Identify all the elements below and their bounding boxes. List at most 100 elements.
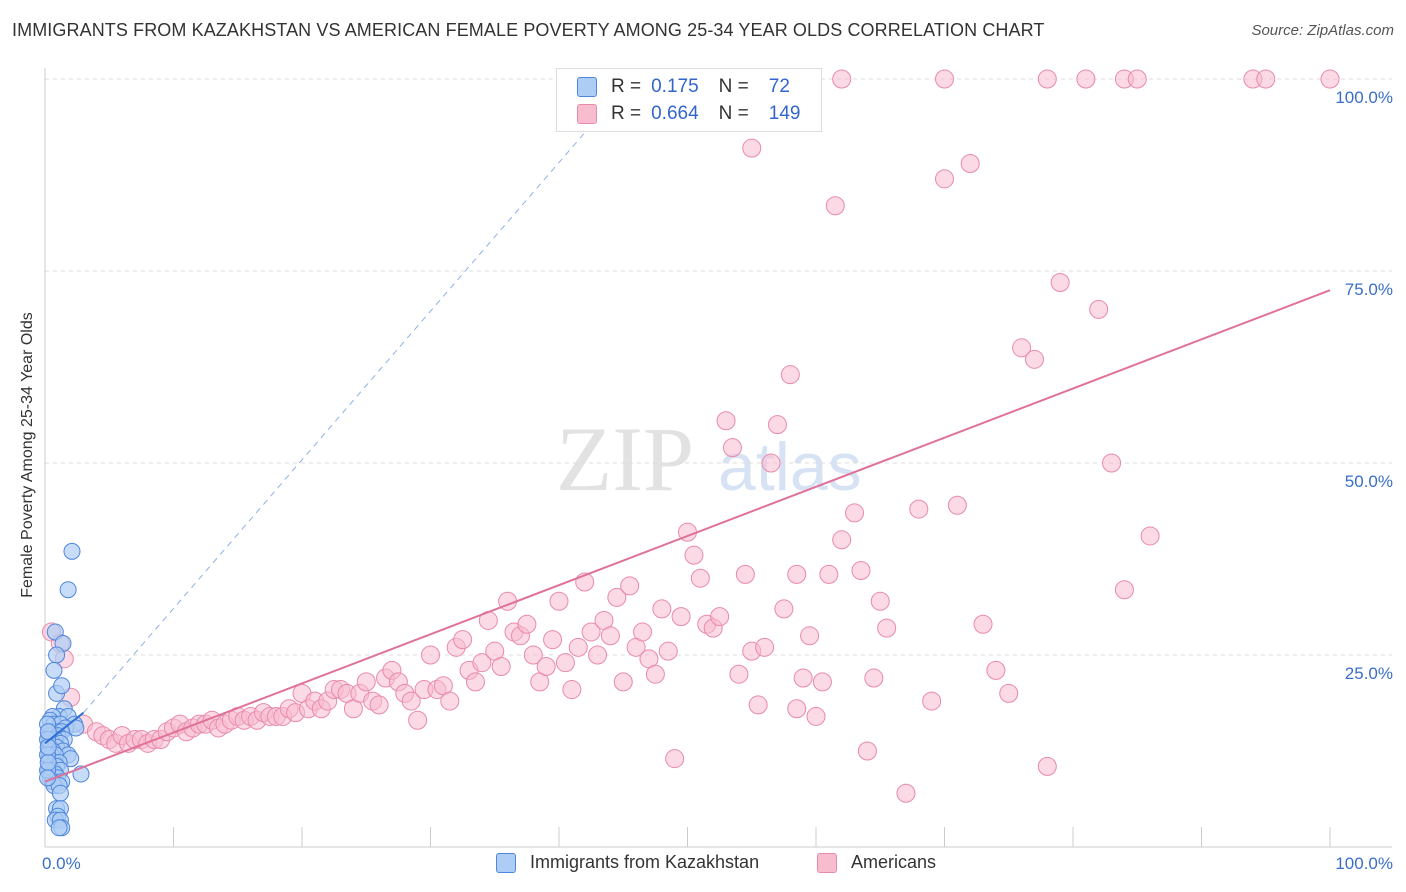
americans-point — [665, 749, 685, 769]
americans-point — [742, 138, 762, 158]
grid-lines — [45, 78, 1392, 656]
americans-point — [767, 415, 787, 435]
americans-point — [896, 783, 916, 803]
kazakhstan-point — [50, 819, 68, 837]
trend-lines — [44, 132, 1331, 783]
kazakhstan-point — [59, 581, 77, 599]
americans-point — [787, 699, 807, 719]
legend-swatch-blue — [496, 852, 516, 873]
americans-point — [787, 564, 807, 584]
n-value: 72 — [768, 76, 790, 97]
kazakhstan-points — [39, 542, 90, 837]
americans-point — [857, 741, 877, 761]
legend-item-kazakhstan[interactable]: Immigrants from Kazakhstan — [496, 852, 759, 873]
americans-point — [1012, 338, 1032, 358]
americans-point — [1024, 349, 1044, 369]
tick-labels: 25.0% 50.0% 75.0% 100.0% 0.0% 100.0% — [42, 88, 1393, 873]
kazakhstan-point — [48, 646, 66, 664]
legend-item-americans[interactable]: Americans — [817, 852, 936, 873]
y-tick-label: 50.0% — [1345, 472, 1393, 491]
n-label: N = — [718, 76, 749, 97]
legend-row-americans: R = 0.664 N = 149 — [577, 102, 800, 126]
americans-point — [960, 153, 980, 173]
americans-point — [722, 438, 742, 458]
americans-point — [806, 706, 826, 726]
americans-point — [1050, 273, 1070, 293]
americans-point — [870, 591, 890, 611]
americans-point — [1320, 69, 1340, 89]
americans-point — [845, 503, 865, 523]
americans-point — [581, 622, 601, 642]
legend-row-kazakhstan: R = 0.175 N = 72 — [577, 75, 790, 99]
americans-point — [652, 599, 672, 619]
americans-point — [780, 365, 800, 385]
kazakhstan-point — [63, 542, 81, 560]
americans-point — [922, 691, 942, 711]
americans-point — [825, 196, 845, 216]
americans-point — [793, 668, 813, 688]
americans-point — [440, 691, 460, 711]
n-label: N = — [718, 103, 749, 124]
legend-swatch-blue — [577, 77, 597, 97]
americans-point — [690, 568, 710, 588]
americans-point — [800, 626, 820, 646]
n-value: 149 — [768, 103, 801, 124]
axes — [44, 68, 1392, 848]
americans-point — [935, 169, 954, 189]
americans-point — [1076, 69, 1096, 89]
americans-point — [549, 591, 569, 611]
americans-point — [1127, 69, 1147, 89]
kazakhstan-point — [39, 754, 57, 772]
americans-point — [543, 630, 563, 650]
y-tick-label: 100.0% — [1335, 88, 1393, 107]
americans-point — [658, 641, 678, 661]
americans-point — [710, 607, 730, 627]
americans-point — [1256, 69, 1276, 89]
americans-point — [909, 499, 929, 519]
americans-point — [633, 622, 653, 642]
watermark: ZIP atlas — [556, 408, 862, 510]
americans-point — [748, 695, 768, 715]
kazakhstan-point — [45, 661, 63, 679]
americans-point — [613, 672, 633, 692]
kazakhstan-trend-extension — [83, 132, 586, 713]
americans-point — [774, 599, 794, 619]
r-label: R = — [611, 103, 642, 124]
legend-label: Americans — [851, 852, 937, 872]
americans-point — [819, 564, 839, 584]
legend-label: Immigrants from Kazakhstan — [530, 852, 760, 872]
americans-point — [562, 680, 582, 700]
kazakhstan-point — [53, 677, 71, 695]
americans-point — [851, 561, 871, 581]
americans-point — [536, 657, 556, 677]
kazakhstan-point — [51, 784, 69, 802]
americans-trend-line — [44, 289, 1331, 783]
legend-swatch-pink — [577, 104, 597, 124]
americans-point — [555, 653, 575, 673]
correlation-legend: R = 0.175 N = 72 R = 0.664 N = 149 — [556, 68, 822, 132]
americans-point — [999, 683, 1019, 703]
americans-point — [986, 660, 1006, 680]
americans-point — [812, 672, 832, 692]
americans-point — [973, 614, 993, 634]
americans-point — [729, 664, 749, 684]
americans-point — [356, 672, 376, 692]
y-tick-label: 25.0% — [1345, 664, 1393, 683]
americans-point — [369, 695, 389, 715]
source-label: Source: ZipAtlas.com — [1251, 22, 1394, 39]
americans-point — [1140, 526, 1160, 546]
watermark-zip: ZIP — [556, 408, 694, 510]
americans-point — [517, 614, 537, 634]
legend-swatch-pink — [817, 852, 837, 873]
americans-point — [568, 637, 588, 657]
americans-point — [1037, 756, 1057, 776]
americans-point — [864, 668, 884, 688]
americans-point — [671, 607, 691, 627]
americans-point — [401, 691, 421, 711]
americans-point — [472, 653, 492, 673]
americans-point — [832, 69, 852, 89]
americans-point — [645, 664, 665, 684]
series-legend: Immigrants from Kazakhstan Americans — [0, 852, 1406, 878]
americans-point — [620, 576, 640, 596]
kazakhstan-point — [39, 738, 57, 756]
